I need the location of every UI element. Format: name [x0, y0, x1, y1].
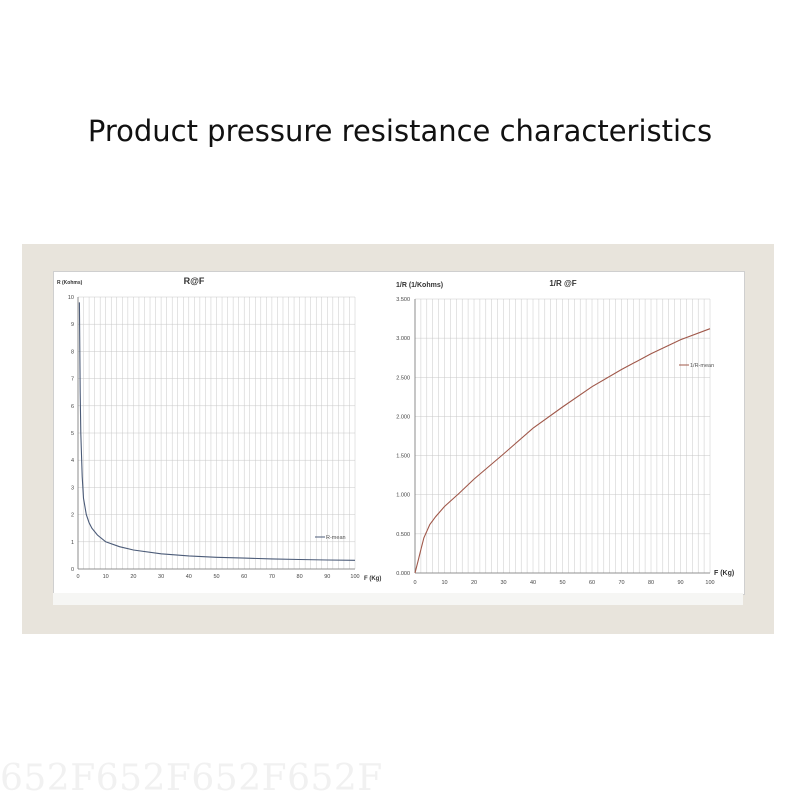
y-tick-label: 9 [71, 322, 74, 328]
y-tick-label: 1 [71, 540, 74, 546]
x-tick-label: 40 [186, 574, 192, 580]
y-axis-label: 1/R (1/Kohms) [396, 282, 443, 289]
chart-title: R@F [184, 276, 205, 286]
y-tick-label: 0.500 [396, 532, 410, 538]
legend: R-mean [315, 535, 346, 541]
y-tick-label: 10 [68, 295, 74, 301]
series-line-0 [414, 328, 711, 574]
x-tick-label: 30 [500, 580, 506, 586]
x-tick-label: 70 [269, 574, 275, 580]
y-tick-label: 5 [71, 431, 74, 437]
x-tick-label: 0 [76, 574, 79, 580]
tick-labels: 0 10 20 30 40 50 60 70 80 90 100 0 1 2 3 4 5 6 7 8 9 10 [68, 295, 360, 580]
y-tick-label: 2 [71, 513, 74, 519]
x-tick-label: 60 [241, 574, 247, 580]
r-at-f-chart: R@F R (Kohms) F (Kg) 0 10 20 30 40 50 60 70 80 90… [57, 276, 381, 582]
legend: 1/R-mean [679, 363, 714, 369]
x-tick-label: 20 [130, 574, 136, 580]
legend-label: R-mean [326, 535, 346, 541]
y-tick-label: 8 [71, 349, 74, 355]
legend-label: 1/R-mean [690, 363, 714, 369]
x-tick-label: 80 [648, 580, 654, 586]
x-tick-label: 10 [103, 574, 109, 580]
x-tick-label: 40 [530, 580, 536, 586]
y-tick-label: 3.500 [396, 297, 410, 303]
x-tick-label: 10 [441, 580, 447, 586]
y-axis-label: R (Kohms) [57, 280, 83, 286]
inverse-r-at-f-chart: 1/R @F 1/R (1/Kohms) F (Kg) 0 10 20 30 40 50 6… [396, 279, 734, 586]
x-tick-label: 70 [618, 580, 624, 586]
y-tick-label: 0 [71, 567, 74, 573]
y-tick-label: 2.000 [396, 414, 410, 420]
x-tick-label: 60 [589, 580, 595, 586]
y-tick-label: 0.000 [396, 571, 410, 577]
x-tick-label: 50 [559, 580, 565, 586]
y-tick-label: 1.000 [396, 493, 410, 499]
series-line-0 [78, 302, 356, 561]
x-tick-label: 80 [297, 574, 303, 580]
y-tick-label: 6 [71, 404, 74, 410]
x-tick-label: 50 [213, 574, 219, 580]
x-axis-label: F (Kg) [364, 576, 381, 582]
x-tick-label: 0 [413, 580, 416, 586]
chart-title: 1/R @F [549, 279, 576, 288]
x-tick-label: 100 [350, 574, 359, 580]
tick-labels: 0 10 20 30 40 50 60 70 80 90 100 0.000 0.500 1.000 1.5… [396, 297, 714, 586]
y-tick-label: 2.500 [396, 375, 410, 381]
x-tick-label: 90 [324, 574, 330, 580]
watermark: 652F652F652F652F [0, 758, 383, 799]
grid [414, 298, 711, 574]
card-footer [53, 593, 743, 605]
x-tick-label: 100 [705, 580, 714, 586]
series-lines [78, 302, 356, 561]
y-tick-label: 3.000 [396, 336, 410, 342]
y-tick-label: 3 [71, 485, 74, 491]
y-tick-label: 1.500 [396, 454, 410, 460]
series-lines [414, 328, 711, 574]
y-tick-label: 4 [71, 458, 74, 464]
x-tick-label: 20 [471, 580, 477, 586]
page-title: Product pressure resistance characterist… [87, 114, 713, 148]
x-tick-label: 30 [158, 574, 164, 580]
grid [77, 296, 356, 570]
x-tick-label: 90 [677, 580, 683, 586]
x-axis-label: F (Kg) [714, 570, 734, 577]
y-tick-label: 7 [71, 377, 74, 383]
